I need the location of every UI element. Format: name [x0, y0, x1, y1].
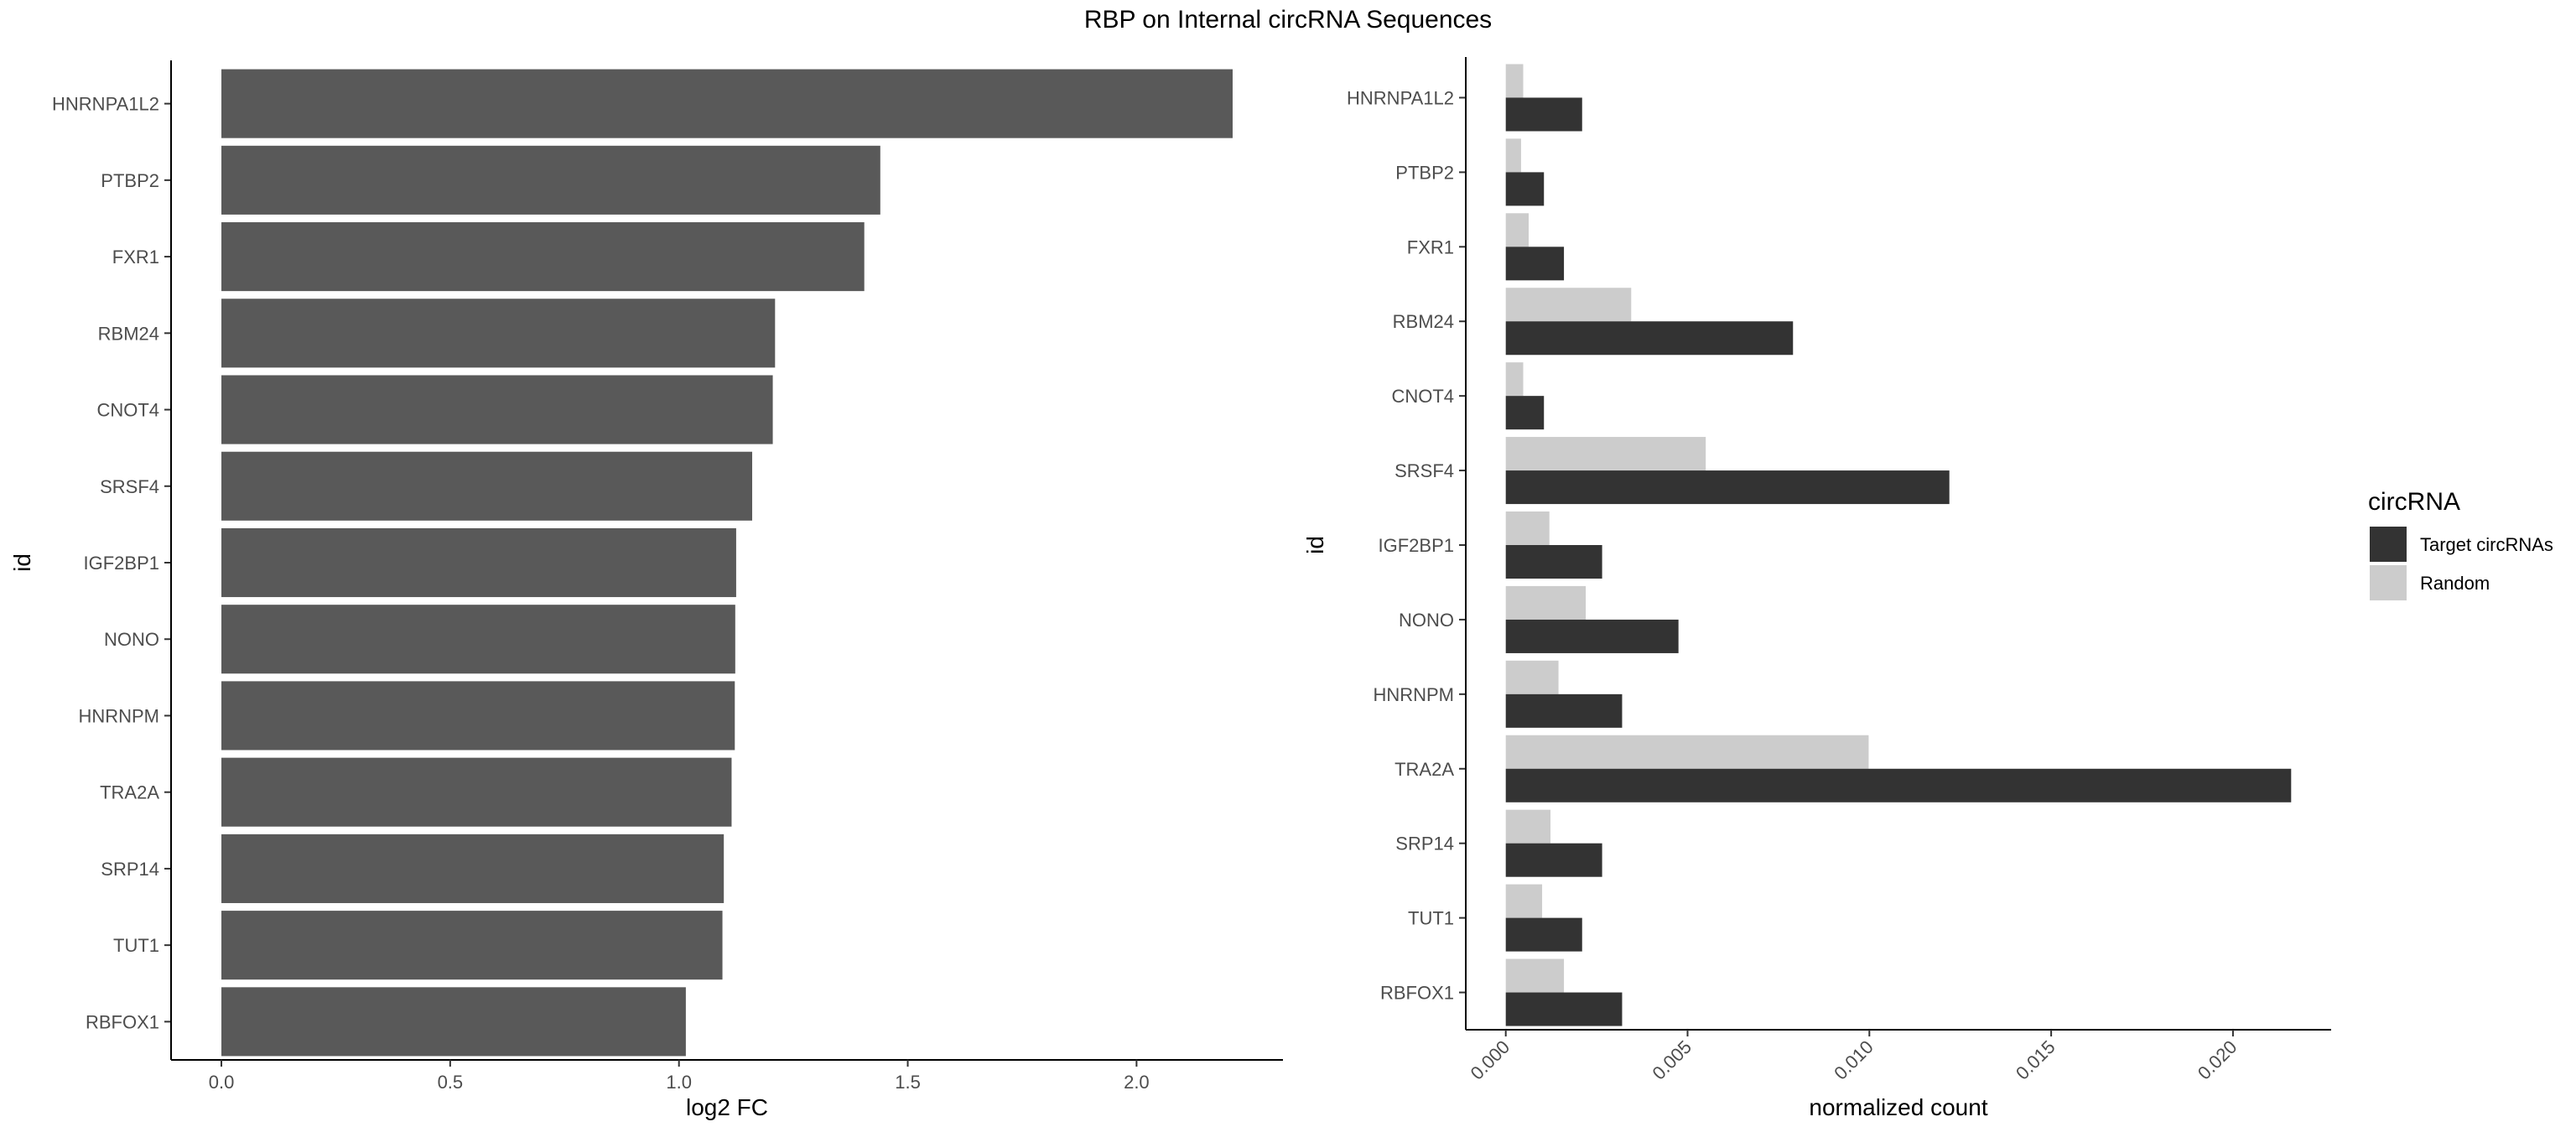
bar-fxr1 [221, 222, 865, 292]
bar-random-igf2bp1 [1505, 511, 1550, 545]
bar-target-tra2a [1505, 768, 2292, 802]
y-tick-label: TRA2A [100, 782, 159, 803]
bar-target-hnrnpm [1505, 693, 1623, 728]
bar-random-rbm24 [1505, 288, 1632, 322]
x-tick-label: 0.010 [1830, 1036, 1877, 1084]
y-tick-label: HNRNPA1L2 [1347, 87, 1454, 108]
x-tick-label: 0.0 [209, 1072, 235, 1093]
bar-random-cnot4 [1505, 362, 1524, 397]
y-tick-label: NONO [104, 629, 159, 650]
y-tick-label: IGF2BP1 [84, 553, 159, 574]
bar-rbfox1 [221, 987, 686, 1057]
x-tick-label: 2.0 [1124, 1072, 1150, 1093]
x-tick-label: 1.5 [895, 1072, 921, 1093]
bar-random-rbfox1 [1505, 958, 1565, 993]
y-tick-label: IGF2BP1 [1379, 535, 1454, 556]
y-tick-label: HNRNPA1L2 [52, 94, 159, 115]
y-tick-label: RBM24 [98, 323, 159, 344]
y-tick-label: PTBP2 [101, 170, 159, 191]
bar-ptbp2 [221, 145, 880, 215]
y-tick-label: SRSF4 [100, 476, 159, 497]
bar-target-rbfox1 [1505, 992, 1623, 1026]
x-tick-label: 0.005 [1648, 1036, 1696, 1084]
y-tick-label: CNOT4 [96, 400, 159, 421]
x-axis-title: normalized count [1809, 1094, 1987, 1120]
x-tick-label: 1.0 [666, 1072, 692, 1093]
legend-title: circRNA [2368, 488, 2460, 516]
bar-tut1 [221, 911, 723, 980]
legend-label: Target circRNAs [2420, 534, 2553, 555]
bar-random-tut1 [1505, 884, 1543, 918]
left-panel-log2fc: HNRNPA1L2 PTBP2 FXR1 RBM24 CNOT4 SRSF4 IGF2BP1… [9, 60, 1283, 1120]
y-tick-label: HNRNPM [1373, 684, 1454, 705]
bar-target-rbm24 [1505, 321, 1794, 356]
right-panel-normalized-count: HNRNPA1L2 PTBP2 FXR1 RBM24 CNOT4 SRSF4 IGF2BP1… [1302, 57, 2331, 1120]
x-tick-label: 0.000 [1467, 1036, 1514, 1084]
bar-target-igf2bp1 [1505, 545, 1602, 579]
bar-random-hnrnpm [1505, 660, 1559, 694]
bar-target-tut1 [1505, 917, 1582, 952]
legend: circRNA Target circRNAs Random [2368, 488, 2553, 600]
bar-hnrnpa1l2 [221, 69, 1233, 138]
bar-igf2bp1 [221, 527, 736, 598]
bar-random-srp14 [1505, 809, 1551, 844]
x-axis-title: log2 FC [686, 1094, 768, 1120]
bar-random-tra2a [1505, 735, 1869, 769]
y-tick-label: FXR1 [1407, 236, 1454, 257]
bar-srp14 [221, 834, 724, 903]
x-tick-label: 0.015 [2012, 1036, 2059, 1084]
bar-cnot4 [221, 375, 773, 444]
y-tick-label: RBM24 [1393, 311, 1454, 332]
y-tick-label: RBFOX1 [86, 1011, 159, 1032]
bar-target-srp14 [1505, 843, 1602, 877]
bar-target-ptbp2 [1505, 172, 1545, 206]
y-axis-title: id [9, 553, 35, 572]
bar-random-srsf4 [1505, 437, 1706, 471]
bar-tra2a [221, 757, 732, 827]
chart-title: RBP on Internal circRNA Sequences [1083, 6, 1493, 34]
x-tick-label: 0.5 [438, 1072, 464, 1093]
y-tick-label: NONO [1399, 610, 1454, 631]
y-tick-label: SRP14 [101, 859, 159, 880]
y-tick-label: HNRNPM [78, 705, 159, 726]
y-tick-label: CNOT4 [1391, 386, 1454, 407]
y-tick-label: TRA2A [1394, 759, 1454, 780]
y-tick-label: TUT1 [1408, 908, 1454, 929]
bar-random-nono [1505, 585, 1587, 620]
bar-srsf4 [221, 451, 753, 521]
legend-key-target [2370, 527, 2407, 562]
bar-target-nono [1505, 619, 1679, 653]
legend-label: Random [2420, 573, 2490, 594]
bar-random-fxr1 [1505, 213, 1530, 247]
bar-hnrnpm [221, 681, 735, 750]
bar-target-cnot4 [1505, 396, 1545, 430]
y-tick-label: SRP14 [1395, 834, 1454, 854]
y-axis-title: id [1302, 536, 1328, 554]
bar-nono [221, 605, 735, 674]
bar-target-hnrnpa1l2 [1505, 97, 1582, 132]
bar-random-hnrnpa1l2 [1505, 64, 1524, 98]
legend-key-random [2370, 565, 2407, 600]
y-tick-label: PTBP2 [1395, 162, 1454, 183]
y-tick-label: TUT1 [113, 935, 159, 956]
x-tick-label: 0.020 [2194, 1036, 2241, 1084]
bar-random-ptbp2 [1505, 138, 1521, 173]
y-tick-label: SRSF4 [1394, 460, 1454, 481]
bar-target-fxr1 [1505, 247, 1565, 281]
y-tick-label: FXR1 [112, 247, 159, 267]
bar-rbm24 [221, 299, 776, 368]
y-tick-label: RBFOX1 [1380, 983, 1454, 1004]
bar-target-srsf4 [1505, 470, 1950, 505]
